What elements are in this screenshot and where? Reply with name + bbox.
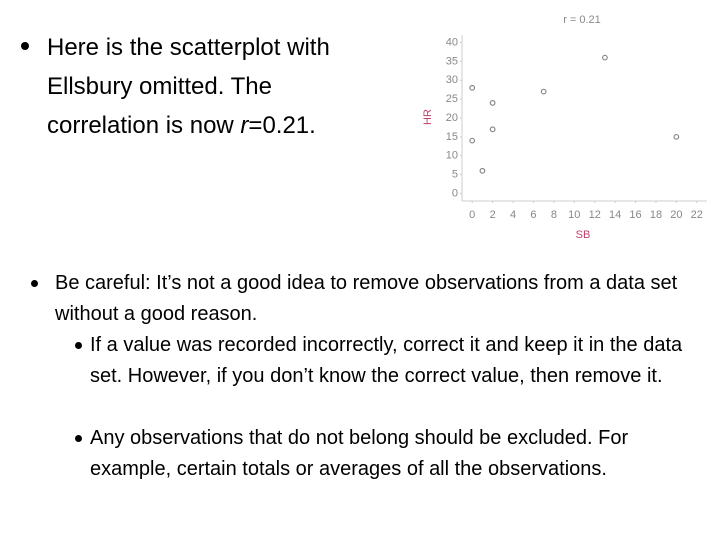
point [479,167,486,174]
x-tick-label: 10 [568,209,580,221]
intro-text: Here is the scatterplot with Ellsbury om… [47,28,339,145]
text: r [240,112,249,139]
x-tick-label: 4 [510,209,516,221]
chart-title: r = 0.21 [563,14,601,26]
x-tick-label: 18 [650,209,662,221]
chart: r = 0.21 SB HR 0 5 10 15 20 25 30 35 40 0 2 4 6 8 10 12… [422,14,707,241]
bullet [31,280,38,287]
point [602,54,608,61]
bullet [75,342,82,349]
x-tick-label: 20 [670,209,682,221]
y-axis-label: HR [422,109,434,125]
x-tick-label: 12 [589,209,601,221]
point [489,100,496,106]
y-tick-label: 0 [452,187,458,199]
bullet [21,42,29,50]
point [540,88,547,95]
x-tick-label: 8 [551,209,557,221]
point [469,84,476,91]
y-tick-label: 25 [446,93,458,105]
point [489,126,496,133]
x-tick-label: 2 [490,209,496,221]
bullet-text: Be careful: It’s not a good idea to remo… [55,272,678,325]
y-tick-label: 20 [446,112,458,124]
sub-bullet-text: If a value was recorded incorrectly, cor… [90,334,683,387]
y-tick-label: 5 [452,168,458,180]
x-tick-label: 16 [629,209,641,221]
text: Here is the scatterplot with Ellsbury om… [47,34,330,139]
y-tick-label: 15 [446,131,458,143]
sub-bullet-text: Any observations that do not belong shou… [90,427,629,480]
text: =0.21. [248,112,316,139]
bullet [75,435,82,442]
x-tick-label: 0 [469,209,475,221]
x-tick-label: 6 [530,209,536,221]
point [673,133,680,140]
y-tick-label: 35 [446,55,458,67]
point [469,137,476,144]
x-tick-label: 22 [691,209,703,221]
y-tick-label: 40 [446,36,458,48]
x-tick-label: 14 [609,209,621,221]
x-axis-label: SB [576,229,591,241]
y-tick-label: 10 [446,150,458,162]
y-tick-label: 30 [446,74,458,86]
